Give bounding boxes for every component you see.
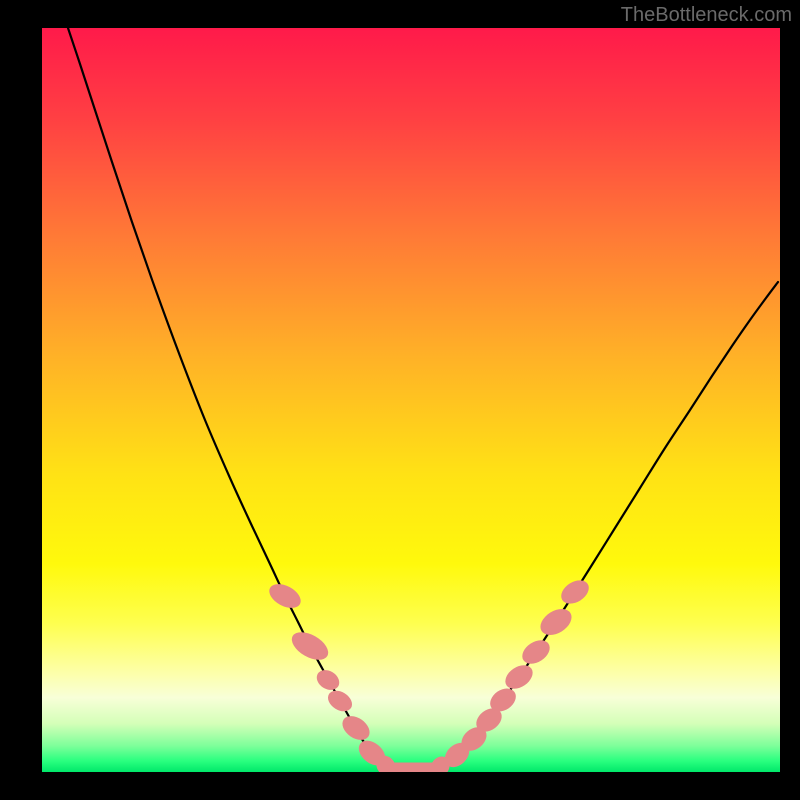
marker-left-3 [324, 686, 356, 715]
marker-right-8 [557, 576, 593, 609]
marker-right-7 [536, 604, 576, 641]
marker-left-1 [287, 626, 333, 665]
watermark-text: TheBottleneck.com [621, 4, 792, 27]
curve-right [434, 282, 778, 769]
marker-left-0 [265, 579, 304, 613]
chart-plot-area [42, 28, 780, 772]
chart-svg [42, 28, 780, 772]
marker-right-6 [518, 635, 554, 668]
marker-left-4 [338, 711, 374, 745]
marker-left-2 [313, 666, 343, 694]
curve-left [68, 28, 392, 769]
